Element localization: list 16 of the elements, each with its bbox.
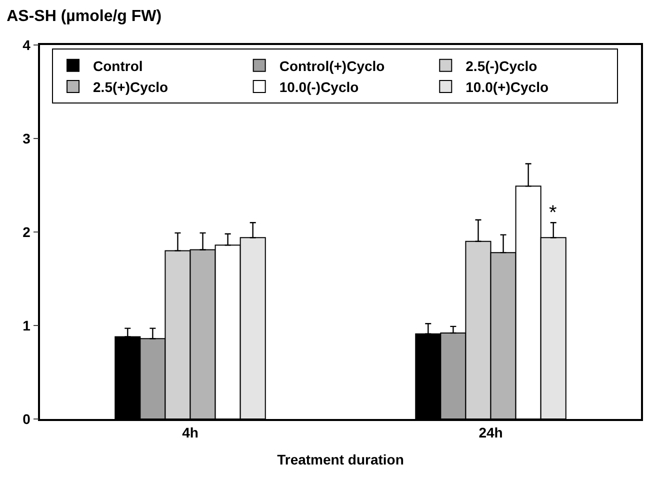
legend-label: Control (93, 58, 143, 74)
x-tick-label: 4h (182, 424, 198, 441)
x-tick-label: 24h (478, 424, 503, 441)
legend-label: Control(+)Cyclo (279, 58, 385, 74)
y-tick-label: 4 (22, 36, 31, 53)
annotation: * (549, 202, 557, 224)
x-axis-title: Treatment duration (277, 451, 404, 468)
y-tick-label: 2 (22, 224, 31, 240)
y-tick-label: 3 (22, 130, 31, 146)
legend-label: 10.0(+)Cyclo (466, 79, 549, 95)
y-tick-label: 0 (22, 410, 31, 427)
legend-label: 2.5(-)Cyclo (466, 58, 538, 74)
y-tick-label: 1 (22, 317, 31, 334)
chart-title: AS-SH (µmole/g FW) (6, 8, 162, 26)
legend-label: 10.0(-)Cyclo (279, 79, 359, 95)
legend-label: 2.5(+)Cyclo (93, 79, 168, 95)
